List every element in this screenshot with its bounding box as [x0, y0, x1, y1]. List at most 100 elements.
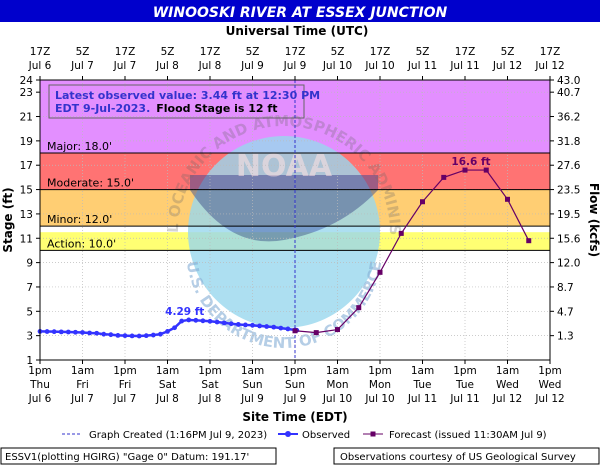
x-bottom-tick-date: Jul 11	[449, 393, 479, 405]
x-bottom-tick-day: Wed	[496, 379, 519, 391]
forecast-point	[483, 167, 489, 173]
info-box-line-2: EDT 9-Jul-2023. Flood Stage is 12 ft	[55, 102, 277, 115]
y-right-tick-label: 4.7	[557, 306, 574, 318]
y-left-tick-label: 5	[26, 306, 33, 318]
x-bottom-tick-day: Mon	[326, 379, 348, 391]
x-top-tick-date: Jul 9	[240, 60, 264, 72]
y-left-tick-label: 21	[20, 112, 33, 124]
observed-point	[207, 318, 213, 324]
observed-point	[51, 329, 57, 335]
observed-point	[122, 333, 128, 339]
x-bottom-tick-date: Jul 11	[407, 393, 437, 405]
x-top-tick-time: 5Z	[501, 46, 515, 58]
legend-observed-marker	[285, 431, 291, 437]
forecast-point	[505, 196, 510, 202]
y-left-tick-label: 11	[20, 233, 33, 245]
y-left-tick-label: 17	[20, 160, 33, 172]
footer-left-box	[0, 447, 277, 465]
forecast-point	[292, 328, 298, 334]
observed-point	[271, 324, 277, 330]
observed-point	[285, 326, 291, 332]
observed-point	[250, 322, 255, 328]
legend-forecast-marker	[370, 431, 376, 437]
flood-label-action: Action: 10.0'	[47, 237, 116, 250]
x-top-tick-date: Jul 12	[492, 60, 522, 72]
x-bottom-tick-time: 1am	[156, 365, 179, 377]
y-right-tick-label: 12.0	[557, 258, 580, 270]
x-top-tick-time: 17Z	[370, 46, 391, 58]
y-right-tick-label: 27.6	[557, 160, 581, 172]
y-right-tick-label: 36.2	[557, 112, 580, 124]
y-left-tick-label: 13	[20, 209, 33, 221]
x-top-tick-date: Jul 10	[322, 60, 352, 72]
x-bottom-tick-day: Fri	[119, 379, 132, 391]
x-top-tick-time: 17Z	[540, 46, 561, 58]
observed-point	[129, 333, 135, 339]
x-bottom-tick-time: 1am	[326, 365, 349, 377]
legend-observed-label: Observed	[302, 430, 350, 441]
x-bottom-tick-date: Jul 8	[198, 393, 222, 405]
x-bottom-tick-date: Jul 7	[70, 393, 94, 405]
x-bottom-tick-time: 1am	[411, 365, 434, 377]
observed-point	[257, 323, 262, 329]
x-bottom-tick-date: Jul 12	[534, 393, 564, 405]
x-top-tick-time: 5Z	[416, 46, 430, 58]
x-top-tick-date: Jul 8	[155, 60, 179, 72]
forecast-point	[441, 174, 447, 180]
x-bottom-tick-time: 1pm	[28, 365, 52, 377]
y-right-tick-label: 23.5	[557, 185, 580, 197]
x-bottom-tick-date: Jul 9	[240, 393, 264, 405]
x-top-tick-time: 17Z	[30, 46, 51, 58]
observed-point	[186, 317, 192, 323]
latest-value-info-box: Latest observed value: 3.44 ft at 12:30 …	[48, 84, 320, 119]
observed-point	[200, 318, 206, 324]
x-top-tick-time: 17Z	[200, 46, 221, 58]
y-left-tick-label: 15	[20, 185, 33, 197]
y-left-tick-label: 1	[26, 355, 33, 367]
x-top-tick-date: Jul 10	[364, 60, 394, 72]
data-series: 4.29 ft 16.6 ft	[37, 80, 532, 360]
info-box-date: EDT 9-Jul-2023.	[55, 102, 150, 115]
x-bottom-tick-day: Sat	[201, 379, 218, 391]
x-bottom-tick-time: 1am	[496, 365, 519, 377]
x-top-tick-time: 5Z	[246, 46, 260, 58]
flood-label-major: Major: 18.0'	[47, 140, 112, 153]
y-left-tick-label: 19	[20, 136, 33, 148]
observed-point	[264, 324, 270, 329]
observed-point	[73, 329, 78, 335]
observed-point	[44, 329, 50, 334]
observed-point	[158, 331, 163, 337]
y-right-tick-label: 15.6	[557, 233, 581, 245]
x-bottom-tick-date: Jul 7	[113, 393, 137, 405]
footer-source-text: Observations courtesy of US Geological S…	[340, 452, 576, 463]
x-top-tick-date: Jul 7	[113, 60, 137, 72]
flood-label-moderate: Moderate: 15.0'	[47, 177, 134, 190]
forecast-point	[356, 305, 362, 311]
forecast-point	[420, 199, 425, 205]
x-top-tick-date: Jul 9	[283, 60, 307, 72]
observed-peak-label: 4.29 ft	[165, 306, 204, 318]
x-bottom-tick-time: 1pm	[538, 365, 562, 377]
x-top-tick-date: Jul 6	[28, 60, 52, 72]
x-top-tick-date: Jul 11	[407, 60, 437, 72]
observed-point	[228, 321, 234, 327]
x-bottom-tick-time: 1pm	[113, 365, 137, 377]
x-bottom-tick-date: Jul 12	[492, 393, 522, 405]
observed-point	[136, 333, 142, 339]
observed-point	[150, 332, 156, 338]
title-bar	[0, 0, 600, 22]
footer-right-box	[333, 447, 600, 465]
observed-point	[172, 325, 177, 331]
x-axis-title: Site Time (EDT)	[242, 410, 347, 424]
x-bottom-tick-date: Jul 9	[283, 393, 307, 405]
forecast-point	[462, 167, 468, 173]
forecast-point	[398, 230, 404, 236]
x-top-tick-date: Jul 11	[449, 60, 479, 72]
x-bottom-tick-day: Thu	[29, 379, 50, 391]
legend: Graph Created (1:16PM Jul 9, 2023) Obser…	[62, 430, 547, 441]
x-top-tick-date: Jul 8	[198, 60, 222, 72]
x-bottom-tick-date: Jul 10	[322, 393, 352, 405]
x-bottom-tick-date: Jul 8	[155, 393, 179, 405]
axes: 1357911131517192123241.34.78.712.015.619…	[20, 46, 581, 405]
